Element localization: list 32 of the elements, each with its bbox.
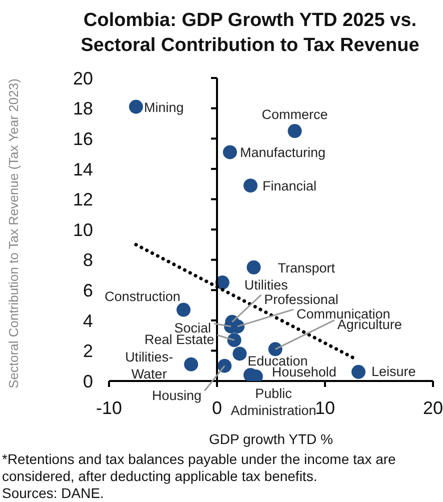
annotation: Financial bbox=[262, 178, 317, 194]
y-tick-label: 10 bbox=[72, 220, 93, 240]
x-tick-label: 20 bbox=[422, 398, 443, 418]
y-tick-label: 6 bbox=[82, 280, 93, 300]
annotation: Construction bbox=[104, 288, 180, 304]
annotation: Manufacturing bbox=[240, 145, 326, 160]
annotation: Utilities bbox=[244, 278, 288, 293]
y-tick-label: 8 bbox=[82, 250, 93, 270]
annotation: Utilities-Water bbox=[125, 349, 174, 382]
y-tick-label: 18 bbox=[72, 98, 93, 119]
y-axis-title: Sectoral Contribution to Tax Revenue (Tax Year 2023) bbox=[6, 78, 22, 388]
y-tick-label: 14 bbox=[72, 159, 93, 180]
y-tick-label: 20 bbox=[72, 68, 93, 88]
annotation: Professional bbox=[264, 292, 338, 307]
y-tick-label: 4 bbox=[82, 310, 93, 331]
y-tick-label: 2 bbox=[82, 341, 93, 362]
y-tick-label: 12 bbox=[72, 190, 93, 210]
x-tick-label: 0 bbox=[212, 398, 222, 418]
x-tick-label: 10 bbox=[314, 398, 336, 418]
annotation: Mining bbox=[144, 100, 184, 115]
x-tick-label: -10 bbox=[96, 398, 122, 418]
y-tick-label: 0 bbox=[82, 371, 93, 392]
x-axis-title: GDP growth YTD % bbox=[209, 431, 333, 447]
annotation: Housing bbox=[152, 388, 202, 403]
annotation: Leisure bbox=[371, 364, 416, 379]
y-tick-label: 16 bbox=[72, 128, 93, 149]
annotation: Public Administration bbox=[230, 386, 316, 418]
annotation: Transport bbox=[278, 260, 336, 276]
chart-title: Colombia: GDP Growth YTD 2025 vs. Sectoral Contribution to Tax Revenue bbox=[80, 9, 420, 58]
annotation: Commerce bbox=[262, 107, 328, 122]
source-note: Sources: DANE. bbox=[2, 485, 105, 502]
text: *Retentions and tax balances payable under the income tax are considered, after deducting applicable tax benefits. bbox=[2, 451, 397, 485]
